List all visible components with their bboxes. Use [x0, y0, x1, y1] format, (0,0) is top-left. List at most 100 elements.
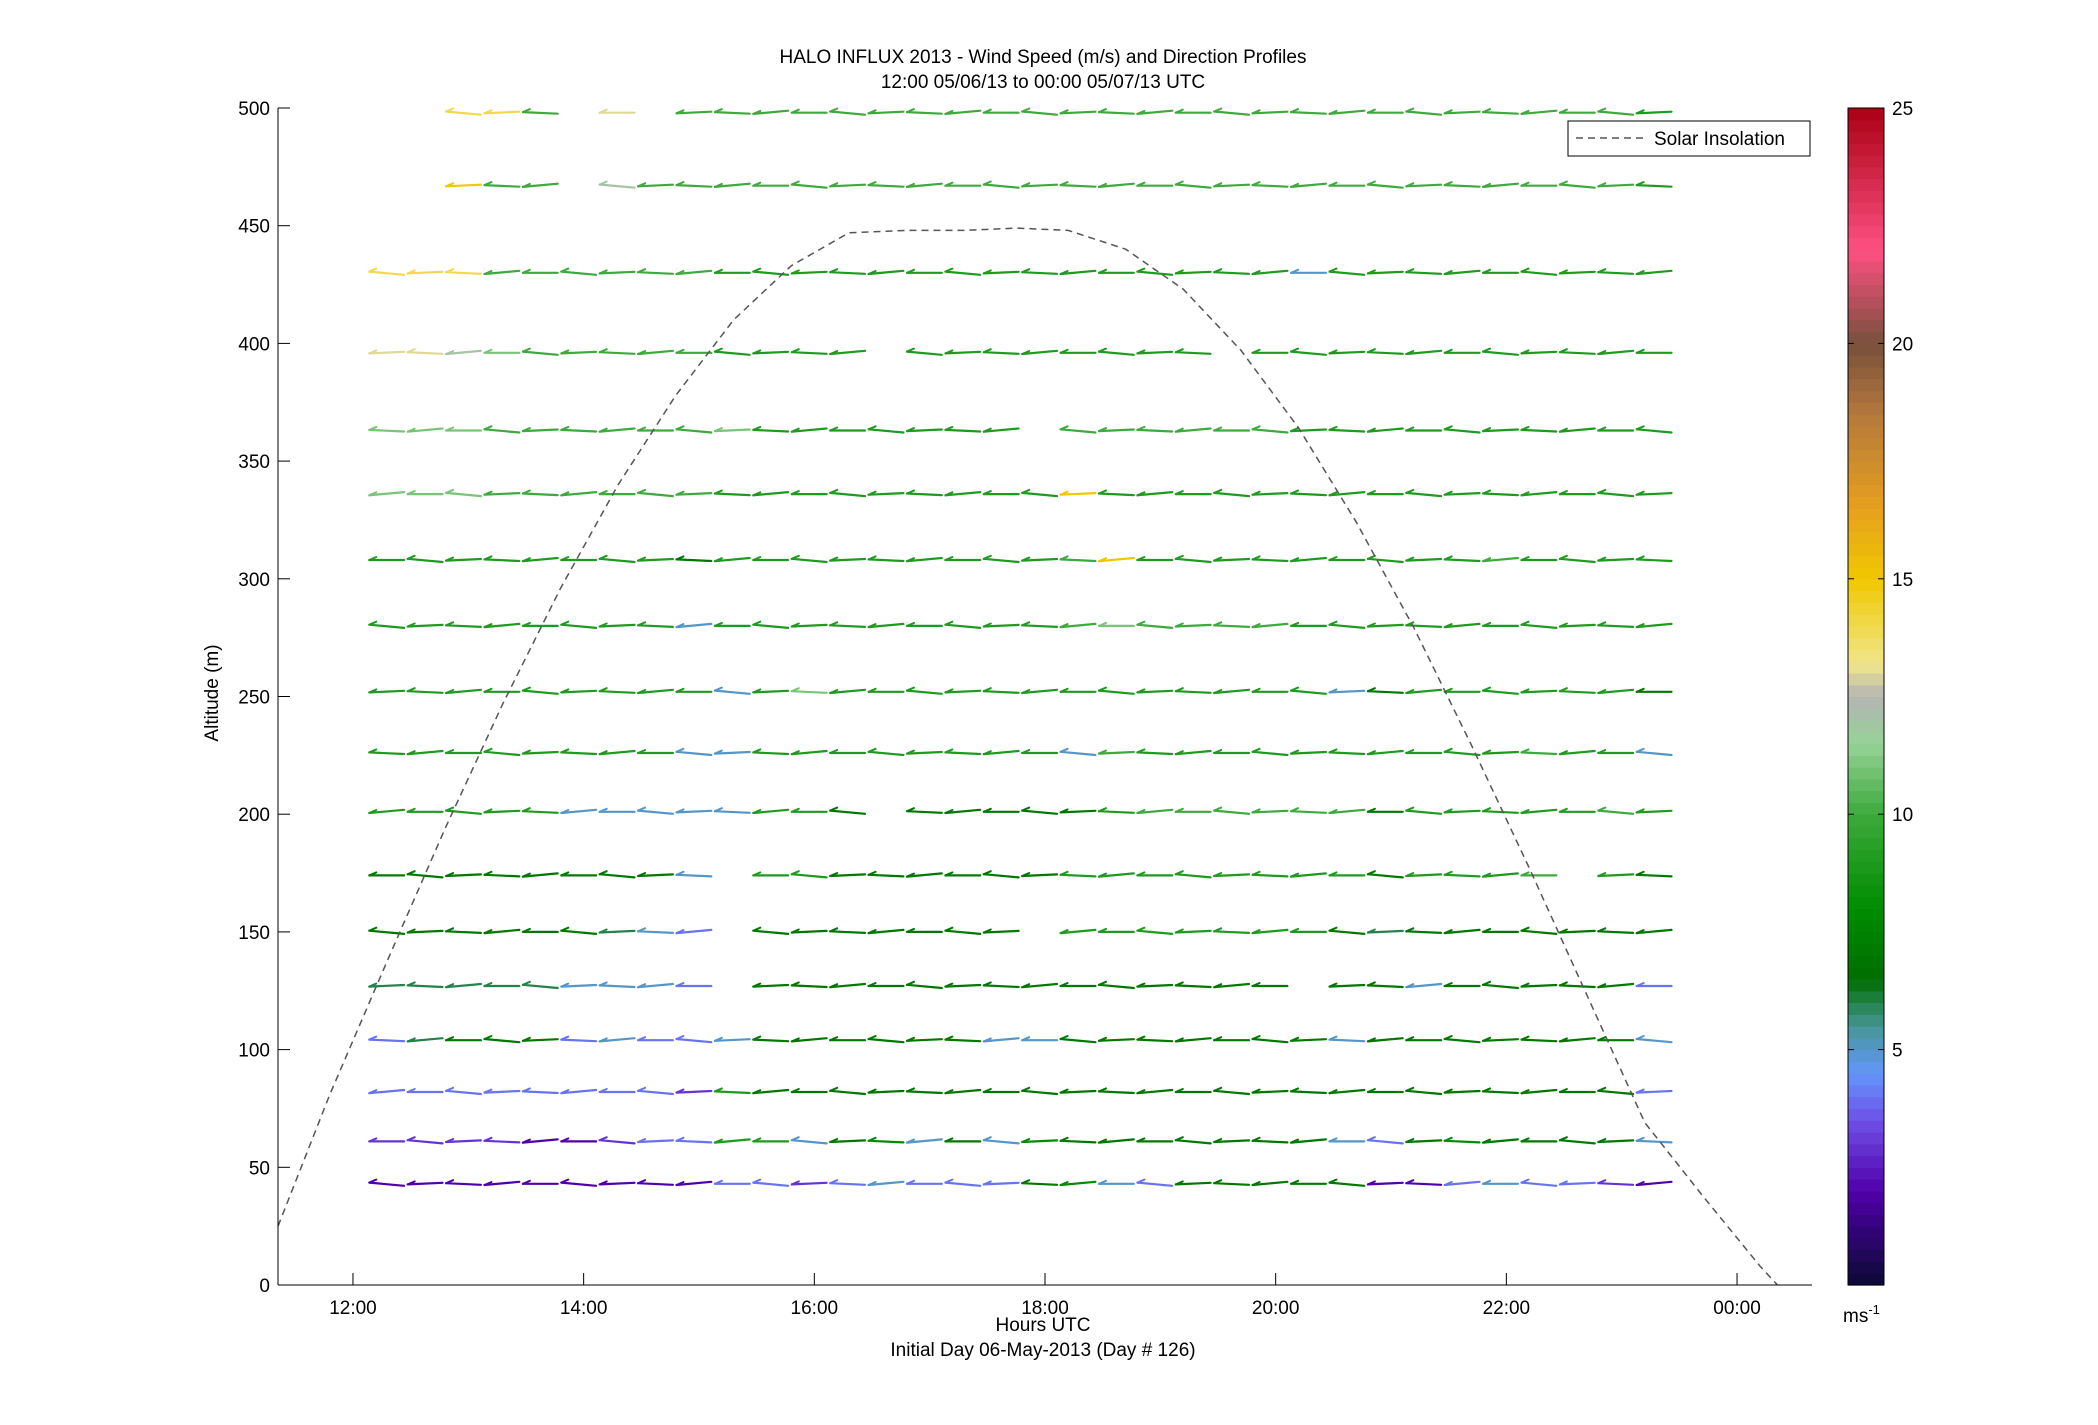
- wind-barb-tick: [560, 1035, 570, 1041]
- wind-barb: [560, 270, 598, 276]
- colorbar-segment: [1848, 519, 1884, 533]
- wind-barb-tick: [1213, 488, 1223, 494]
- wind-barb: [1558, 1181, 1596, 1186]
- wind-barb-tick: [906, 872, 915, 878]
- wind-barb: [1520, 929, 1558, 936]
- wind-barb-tick: [1059, 1136, 1069, 1142]
- wind-barb-tick: [713, 108, 723, 114]
- colorbar-segment: [1848, 190, 1884, 203]
- wind-barb-tick: [637, 983, 647, 989]
- wind-barb: [1251, 622, 1289, 629]
- wind-barb-tick: [445, 1086, 455, 1092]
- wind-barb-tick: [1136, 688, 1146, 694]
- wind-barb: [1213, 873, 1251, 878]
- wind-barb-tick: [1366, 807, 1376, 813]
- wind-barb: [1405, 982, 1443, 989]
- wind-barb-tick: [1520, 926, 1530, 932]
- colorbar-segment: [1848, 1249, 1884, 1263]
- wind-barb-tick: [1174, 269, 1184, 275]
- wind-barb-tick: [1328, 1137, 1338, 1143]
- wind-barb-tick: [1251, 181, 1261, 187]
- wind-barb-tick: [483, 870, 493, 876]
- wind-barb-tick: [368, 1089, 378, 1095]
- wind-barb-tick: [1251, 623, 1261, 629]
- wind-barb: [1059, 110, 1097, 115]
- wind-barb: [1481, 689, 1520, 695]
- wind-barb-tick: [1482, 182, 1492, 188]
- wind-barb-tick: [483, 1136, 493, 1142]
- colorbar-segment: [1848, 1131, 1884, 1145]
- wind-barb: [636, 1089, 675, 1096]
- wind-barb-tick: [867, 1035, 877, 1040]
- colorbar-segment: [1848, 178, 1884, 191]
- wind-barb: [1059, 1089, 1097, 1094]
- wind-barb-tick: [982, 870, 992, 876]
- wind-barb-tick: [675, 747, 685, 753]
- wind-barb-tick: [1213, 1138, 1223, 1143]
- wind-barb-tick: [1405, 556, 1415, 562]
- wind-barb-tick: [1136, 181, 1146, 187]
- wind-barb: [1558, 183, 1596, 189]
- wind-barb-tick: [445, 1138, 455, 1143]
- wind-barb: [829, 271, 867, 275]
- colorbar-segment: [1848, 614, 1884, 627]
- wind-barb-tick: [1136, 1137, 1146, 1143]
- wind-barb: [1328, 808, 1366, 815]
- wind-barb-tick: [1174, 180, 1184, 186]
- wind-barb: [1405, 557, 1443, 562]
- wind-barb: [905, 110, 943, 115]
- wind-barb-tick: [982, 180, 992, 186]
- wind-barb-tick: [1290, 347, 1300, 353]
- wind-barb-tick: [1366, 348, 1376, 354]
- wind-barb: [675, 428, 713, 434]
- wind-barb: [1635, 492, 1673, 496]
- wind-barb: [867, 1089, 905, 1094]
- wind-barb: [521, 1090, 559, 1095]
- wind-barb: [1174, 929, 1212, 934]
- wind-barb: [560, 1181, 598, 1187]
- wind-barb: [752, 808, 790, 815]
- wind-barb-tick: [1558, 427, 1568, 433]
- wind-barb-tick: [1443, 747, 1453, 753]
- wind-barb-tick: [1098, 749, 1107, 755]
- wind-barb: [867, 750, 905, 757]
- colorbar-segment: [1848, 1202, 1884, 1215]
- colorbar-segment: [1848, 590, 1884, 603]
- wind-barb-tick: [675, 623, 685, 629]
- wind-barb-tick: [598, 1136, 608, 1142]
- wind-barb: [636, 183, 675, 188]
- colorbar-segment: [1848, 684, 1884, 698]
- wind-barb-tick: [944, 688, 954, 694]
- wind-barb: [905, 556, 943, 563]
- wind-barb-tick: [944, 748, 954, 754]
- wind-barb-tick: [1520, 109, 1530, 115]
- wind-barb-tick: [560, 425, 570, 431]
- wind-barb-tick: [982, 750, 992, 756]
- wind-barb-tick: [1290, 108, 1300, 114]
- wind-barb: [1213, 183, 1251, 188]
- wind-barb: [867, 492, 905, 496]
- wind-barb-tick: [598, 269, 608, 275]
- wind-barb: [867, 269, 905, 276]
- y-tick-label: 0: [259, 1276, 270, 1297]
- wind-barb-tick: [982, 1088, 992, 1093]
- wind-barb-tick: [829, 689, 839, 694]
- wind-barb: [1174, 427, 1212, 433]
- wind-barb-tick: [1328, 1035, 1338, 1041]
- wind-barb-tick: [713, 686, 723, 692]
- wind-barb: [1251, 1037, 1289, 1044]
- wind-barb: [829, 183, 867, 188]
- wind-barb-tick: [1635, 1136, 1645, 1142]
- colorbar-segment: [1848, 484, 1884, 498]
- colorbar-segment: [1848, 825, 1884, 839]
- wind-barb-tick: [406, 490, 416, 496]
- wind-barb-tick: [406, 687, 416, 693]
- wind-barb: [1251, 1139, 1289, 1144]
- wind-barb: [1635, 1139, 1673, 1144]
- wind-barb-tick: [1558, 1180, 1568, 1186]
- wind-barb-tick: [445, 621, 455, 627]
- wind-barb-tick: [1136, 1089, 1146, 1095]
- wind-barb-tick: [944, 556, 954, 561]
- wind-barb: [1021, 183, 1059, 188]
- wind-barb-tick: [406, 1136, 416, 1142]
